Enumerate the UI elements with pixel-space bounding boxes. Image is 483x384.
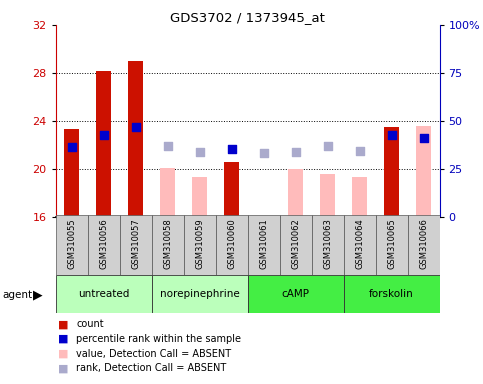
Bar: [56, 215, 87, 275]
Text: rank, Detection Call = ABSENT: rank, Detection Call = ABSENT: [76, 363, 227, 373]
Bar: [192, 177, 207, 217]
Text: untreated: untreated: [78, 289, 129, 299]
Text: ■: ■: [58, 363, 69, 373]
Bar: [320, 174, 335, 217]
Point: [292, 149, 299, 155]
Bar: [343, 275, 440, 313]
Bar: [416, 126, 431, 217]
Bar: [288, 169, 303, 217]
Text: cAMP: cAMP: [282, 289, 310, 299]
Text: GSM310058: GSM310058: [163, 218, 172, 269]
Text: value, Detection Call = ABSENT: value, Detection Call = ABSENT: [76, 349, 231, 359]
Bar: [160, 168, 175, 217]
Bar: [352, 177, 367, 217]
Point: [227, 146, 235, 152]
Text: ■: ■: [58, 334, 69, 344]
Bar: [64, 129, 79, 217]
Text: GSM310062: GSM310062: [291, 218, 300, 269]
Text: forskolin: forskolin: [369, 289, 414, 299]
Point: [388, 132, 396, 139]
Bar: [152, 215, 184, 275]
Text: GSM310056: GSM310056: [99, 218, 108, 269]
Bar: [87, 215, 120, 275]
Point: [164, 143, 171, 149]
Text: GSM310055: GSM310055: [67, 218, 76, 269]
Bar: [120, 215, 152, 275]
Bar: [152, 275, 248, 313]
Bar: [312, 215, 343, 275]
Point: [99, 132, 107, 139]
Point: [260, 150, 268, 156]
Text: GSM310059: GSM310059: [195, 218, 204, 269]
Text: GSM310065: GSM310065: [387, 218, 396, 269]
Bar: [184, 215, 215, 275]
Point: [68, 144, 75, 151]
Point: [324, 143, 331, 149]
Point: [196, 149, 203, 155]
Bar: [256, 216, 271, 217]
Text: agent: agent: [2, 290, 32, 300]
Bar: [224, 162, 239, 217]
Bar: [343, 215, 376, 275]
Text: GSM310060: GSM310060: [227, 218, 236, 269]
Bar: [56, 275, 152, 313]
Bar: [248, 215, 280, 275]
Bar: [128, 61, 143, 217]
Text: ▶: ▶: [33, 288, 43, 301]
Bar: [408, 215, 440, 275]
Bar: [376, 215, 408, 275]
Text: ■: ■: [58, 319, 69, 329]
Text: GSM310063: GSM310063: [323, 218, 332, 269]
Point: [420, 135, 427, 141]
Bar: [280, 215, 312, 275]
Title: GDS3702 / 1373945_at: GDS3702 / 1373945_at: [170, 11, 325, 24]
Bar: [384, 127, 399, 217]
Text: GSM310057: GSM310057: [131, 218, 140, 269]
Text: percentile rank within the sample: percentile rank within the sample: [76, 334, 242, 344]
Text: count: count: [76, 319, 104, 329]
Point: [132, 124, 140, 130]
Bar: [96, 71, 111, 217]
Text: GSM310064: GSM310064: [355, 218, 364, 269]
Text: norepinephrine: norepinephrine: [160, 289, 240, 299]
Bar: [248, 275, 343, 313]
Text: ■: ■: [58, 349, 69, 359]
Text: GSM310066: GSM310066: [419, 218, 428, 269]
Text: GSM310061: GSM310061: [259, 218, 268, 269]
Point: [355, 148, 363, 154]
Bar: [215, 215, 248, 275]
